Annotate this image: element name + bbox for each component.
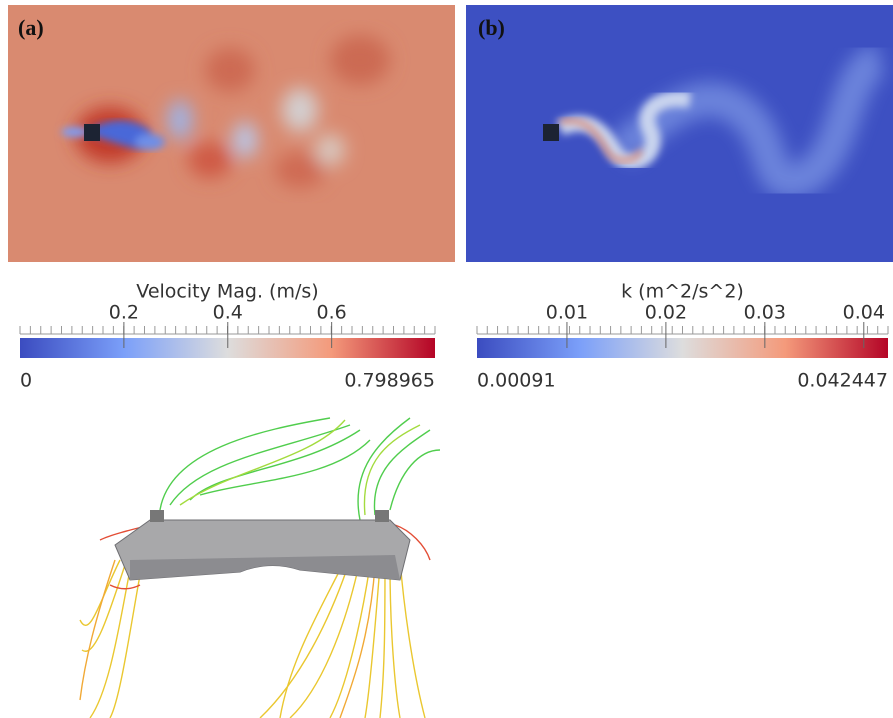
figure: (a) (b) Velocity Mag. (m/s [0,0,893,718]
panel-label: (b) [478,15,505,40]
min-label: 0 [20,370,32,392]
colorbar-title: k (m^2/s^2) [621,281,744,303]
vehicle-part [150,510,164,522]
tick-label: 0.6 [317,302,347,324]
tick-label: 0.03 [744,302,786,324]
tick-label: 0.4 [213,302,243,324]
tke-field [466,5,893,262]
colorbar-title: Velocity Mag. (m/s) [136,281,318,303]
max-label: 0.798965 [344,370,435,392]
tick-label: 0.04 [843,302,885,324]
panel-label: (a) [18,15,44,40]
vehicle-part [375,510,389,522]
colorbar [477,338,888,358]
tick-label: 0.01 [546,302,588,324]
max-label: 0.042447 [797,370,888,392]
tick-label: 0.2 [109,302,139,324]
min-label: 0.00091 [477,370,556,392]
velocity-field [8,5,455,262]
tick-label: 0.02 [645,302,687,324]
